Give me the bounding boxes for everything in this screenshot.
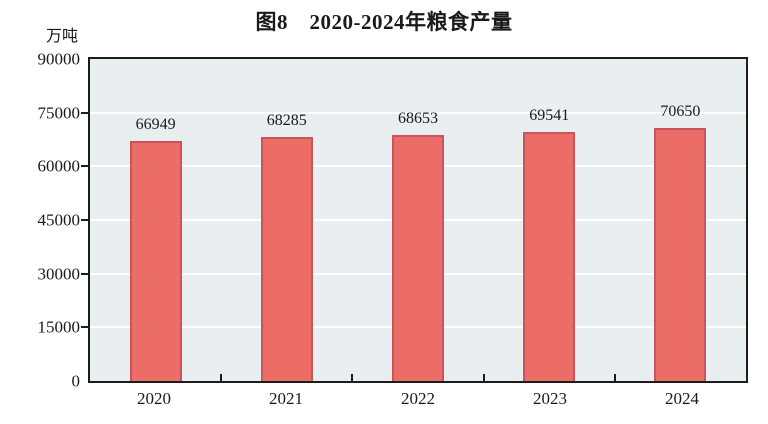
bar-value-label: 68285 [266, 111, 307, 129]
bar-value-label: 66949 [135, 116, 176, 134]
x-axis: 2020 2021 2022 2023 2024 [88, 389, 748, 409]
y-tick-label: 75000 [37, 103, 81, 123]
x-axis-label-2021: 2021 [269, 389, 303, 408]
x-axis-tick [613, 374, 616, 381]
bar-2021 [260, 136, 313, 381]
bar-2024 [654, 128, 707, 381]
bar-value-label: 68653 [398, 110, 438, 128]
bar-2022 [392, 135, 444, 381]
bar-2020 [129, 141, 182, 381]
gridline [90, 111, 746, 114]
y-axis-unit-label: 万吨 [45, 28, 78, 45]
bar-slot-2021: 68285 [221, 59, 352, 381]
x-axis-tick [482, 374, 485, 381]
x-axis-label-2020: 2020 [137, 389, 171, 408]
y-tick-label: 30000 [37, 264, 81, 284]
y-axis-tick [81, 272, 88, 275]
bar-slot-2022: 68653 [352, 59, 483, 381]
x-axis-label-2024: 2024 [665, 389, 699, 408]
y-axis: 0 15000 30000 45000 60000 75000 90000 [0, 51, 88, 390]
x-axis-label-2022: 2022 [401, 389, 435, 408]
y-tick-label: 60000 [37, 156, 81, 176]
bar-value-label: 70650 [660, 103, 701, 121]
bar-slot-2020: 66949 [90, 59, 221, 381]
x-axis-tick [220, 374, 223, 381]
bar-slot-2023: 69541 [484, 59, 615, 381]
plot-inner: 66949 68285 68653 69541 70650 [90, 59, 746, 381]
y-axis-tick [81, 219, 88, 221]
plot-area: 66949 68285 68653 69541 70650 [88, 57, 748, 383]
y-tick-label: 15000 [37, 317, 81, 337]
bar-2023 [523, 132, 576, 381]
chart-title: 图8 2020-2024年粮食产量 [255, 10, 513, 34]
y-tick-label: 0 [71, 371, 81, 391]
x-axis-label-2023: 2023 [533, 389, 567, 408]
bar-value-label: 69541 [529, 107, 570, 125]
y-axis-tick [81, 111, 88, 114]
y-axis-tick [81, 326, 88, 329]
y-axis-tick [81, 165, 88, 168]
y-tick-label: 90000 [37, 49, 81, 69]
x-axis-tick [351, 374, 354, 381]
y-tick-label: 45000 [37, 210, 81, 230]
bars-row: 66949 68285 68653 69541 70650 [90, 59, 746, 381]
bar-slot-2024: 70650 [615, 59, 746, 381]
